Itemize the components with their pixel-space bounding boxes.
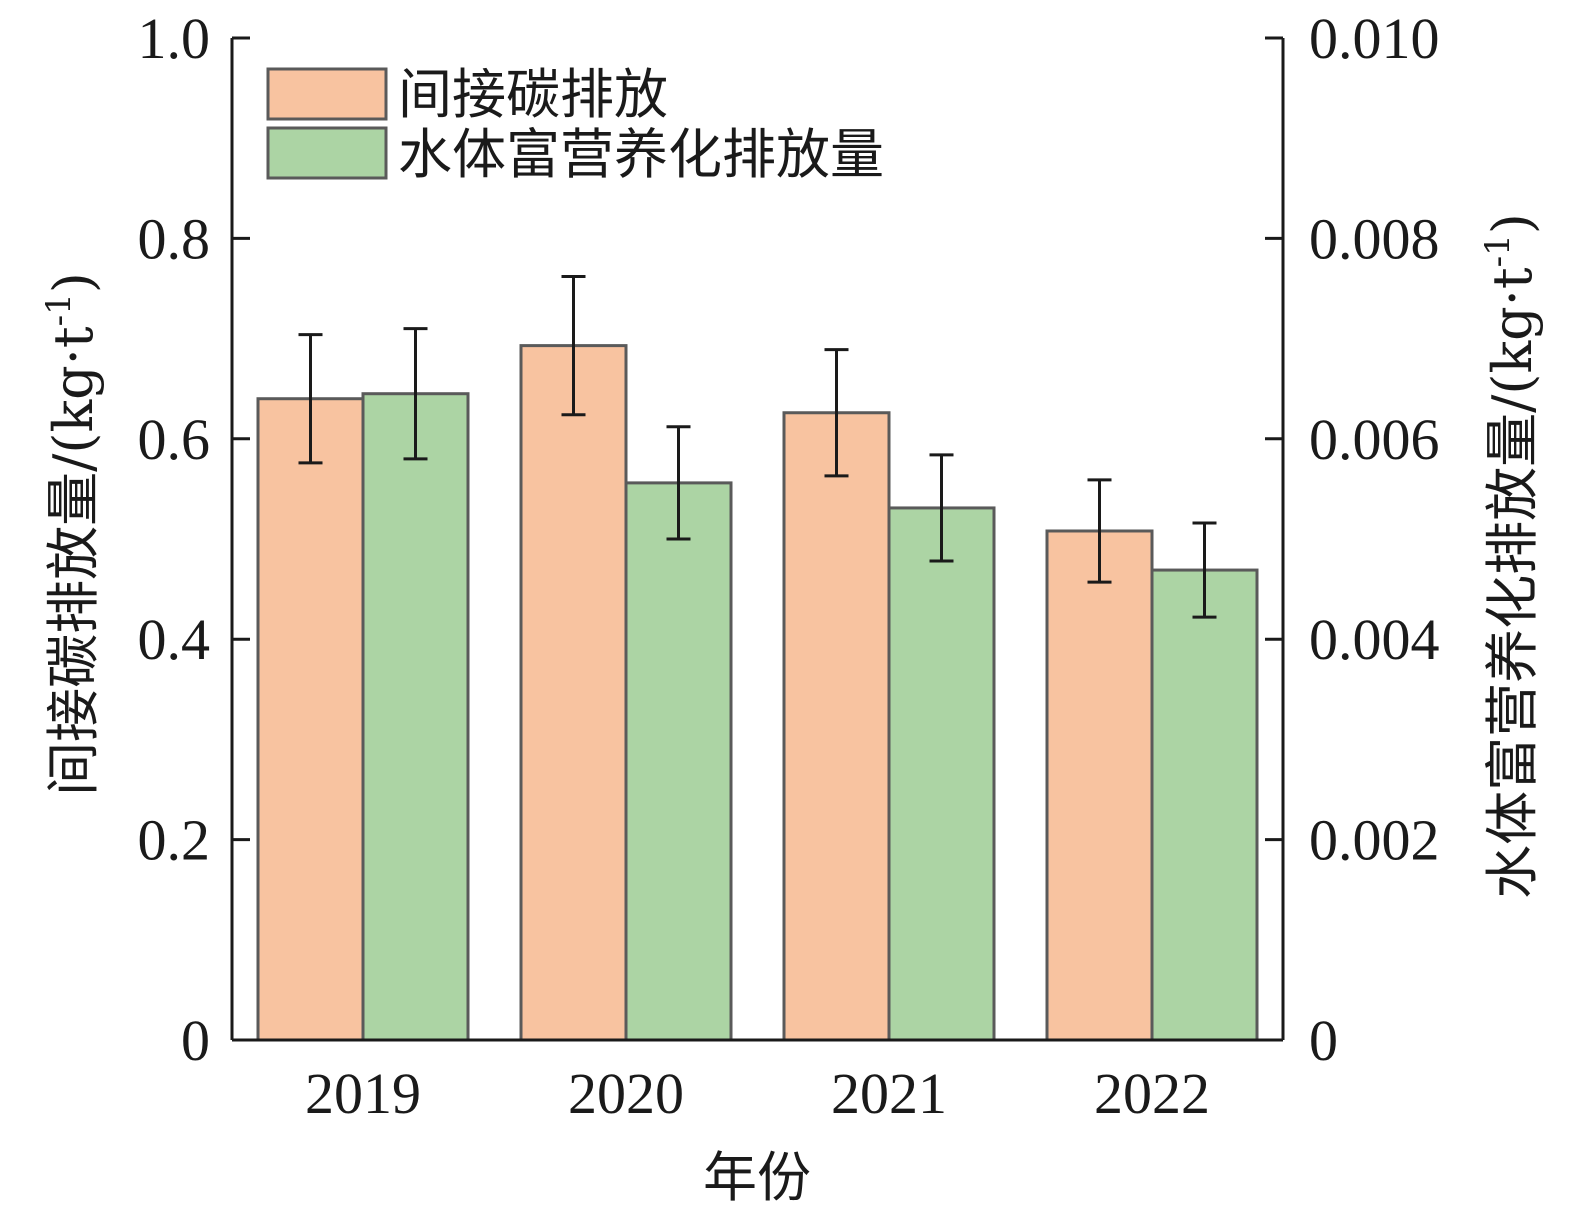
left-tick-label: 0.2 (138, 808, 211, 873)
legend-swatch-indirect-carbon (266, 67, 388, 121)
error-bar-eutrophication-2019 (403, 327, 428, 461)
x-tick-label-2020: 2020 (568, 1061, 684, 1126)
left-axis-title-sup: -1 (39, 293, 79, 326)
legend: 间接碳排放 水体富营养化排放量 (266, 63, 884, 186)
left-tick-label: 0.4 (138, 607, 211, 672)
right-tick-label: 0.006 (1309, 407, 1440, 472)
bar-eutrophication-2020 (624, 481, 733, 1042)
right-tick-label: 0.008 (1309, 206, 1440, 271)
left-tick-label: 0.6 (138, 407, 211, 472)
error-bar-indirect-carbon-2019 (298, 333, 323, 465)
x-tick-labels: 2019 2020 2021 2022 (305, 1061, 1210, 1126)
right-tick-label: 0.004 (1309, 607, 1440, 672)
x-tick-label-2022: 2022 (1094, 1061, 1210, 1126)
left-tick-label: 0 (181, 1008, 210, 1073)
axes-layer (230, 38, 1285, 1042)
bar-indirect-carbon-2021 (782, 411, 891, 1042)
ticks-layer: 0 0 0.2 0.002 0.4 0.004 0.6 0.006 0.8 0.008 1.0 0.0… (138, 6, 1440, 1073)
bar-indirect-carbon-2020 (519, 344, 628, 1042)
right-axis-title-main: 水体富营养化排放量/(kg·t (1481, 267, 1544, 899)
error-bar-eutrophication-2021 (929, 453, 954, 563)
right-tick-label: 0.002 (1309, 808, 1440, 873)
legend-label-indirect-carbon: 间接碳排放 (398, 63, 668, 126)
right-tick-label: 0 (1309, 1008, 1338, 1073)
error-bar-indirect-carbon-2022 (1087, 478, 1112, 584)
x-axis-title: 年份 (703, 1146, 811, 1209)
left-tick-label: 0.8 (138, 206, 211, 271)
left-axis-title-main: 间接碳排放量/(kg·t (42, 326, 105, 796)
left-axis-title-close: ) (42, 272, 105, 293)
right-axis-title-sup: -1 (1478, 234, 1518, 267)
error-bar-indirect-carbon-2021 (824, 348, 849, 478)
error-bar-indirect-carbon-2020 (561, 274, 586, 417)
left-axis-title: 间接碳排放量/(kg·t-1) (39, 272, 105, 796)
bar-eutrophication-2019 (361, 392, 470, 1042)
error-bar-eutrophication-2020 (666, 425, 691, 541)
right-tick-label: 0.010 (1309, 6, 1440, 71)
left-tick-label: 1.0 (138, 6, 211, 71)
error-bars-layer (298, 274, 1217, 619)
x-tick-label-2019: 2019 (305, 1061, 421, 1126)
legend-label-eutrophication: 水体富营养化排放量 (398, 123, 884, 186)
x-tick-label-2021: 2021 (831, 1061, 947, 1126)
error-bar-eutrophication-2022 (1192, 521, 1217, 619)
right-axis-title-close: ) (1481, 213, 1544, 234)
bar-eutrophication-2022 (1150, 568, 1259, 1042)
right-axis-title: 水体富营养化排放量/(kg·t-1) (1478, 213, 1544, 899)
bar-eutrophication-2021 (887, 506, 996, 1042)
legend-swatch-eutrophication (266, 126, 388, 180)
bar-indirect-carbon-2019 (256, 397, 365, 1042)
bars-layer (256, 344, 1259, 1042)
bar-indirect-carbon-2022 (1045, 529, 1154, 1042)
